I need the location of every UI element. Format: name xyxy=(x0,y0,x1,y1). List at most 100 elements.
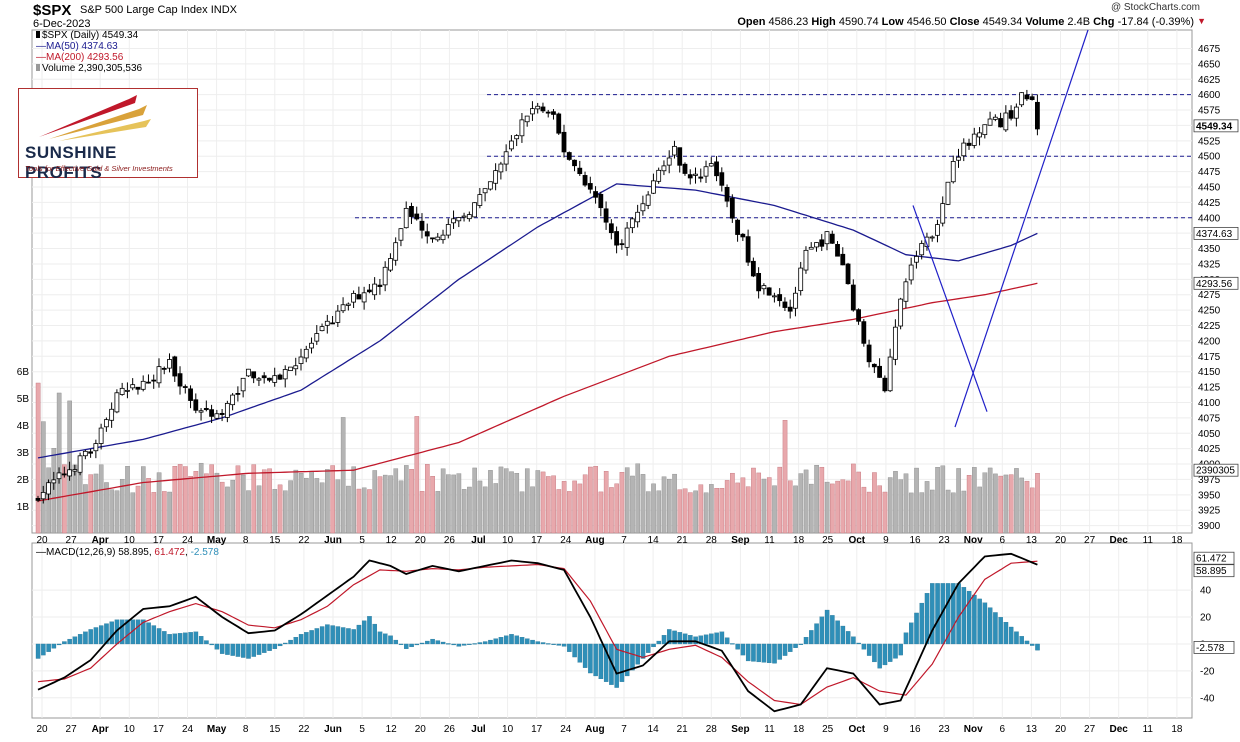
x-tick-label: 18 xyxy=(1171,724,1183,735)
candle-body xyxy=(414,213,420,220)
candle-body xyxy=(382,266,388,286)
volume-bar xyxy=(614,483,619,534)
volume-bar xyxy=(840,479,846,534)
low-label: Low xyxy=(881,16,904,28)
macd-histogram-bar xyxy=(351,629,356,645)
candle-body xyxy=(172,356,178,377)
volume-bar xyxy=(651,483,656,534)
volume-bar xyxy=(987,467,993,534)
volume-bar xyxy=(56,392,62,534)
volume-bar xyxy=(156,472,162,534)
candle-body xyxy=(672,145,677,156)
macd-histogram-bar xyxy=(162,631,167,645)
x-tick-label: 22 xyxy=(298,724,310,735)
candle-body xyxy=(540,106,546,112)
price-panel-border xyxy=(31,29,1193,534)
macd-histogram-bar xyxy=(283,642,288,645)
macd-histogram-bar xyxy=(567,643,572,652)
candle-body xyxy=(161,367,167,370)
macd-histogram-bar xyxy=(630,643,635,671)
candle-body xyxy=(267,377,272,381)
y-tick-label: 3950 xyxy=(1198,490,1221,501)
volume-bar xyxy=(509,471,514,534)
volume-bar xyxy=(325,469,330,534)
volume-bar xyxy=(177,464,183,534)
volume-bar xyxy=(709,484,714,534)
x-tick-label: 10 xyxy=(502,535,514,546)
candle-body xyxy=(72,469,78,472)
source-credit[interactable]: @ StockCharts.com xyxy=(1110,2,1200,13)
close-label: Close xyxy=(949,16,980,28)
volume-bar xyxy=(109,489,115,534)
candle-body xyxy=(151,379,157,382)
volume-bar xyxy=(724,480,730,534)
volume-bar xyxy=(635,463,641,534)
x-tick-label: 5 xyxy=(359,724,365,735)
candle-body xyxy=(398,228,404,241)
volume-bar xyxy=(356,488,362,534)
macd-tag-box xyxy=(1193,641,1235,654)
volume-bar xyxy=(151,492,157,534)
macd-histogram-bar xyxy=(619,643,625,682)
candle-body xyxy=(798,267,804,292)
x-tick-label: 17 xyxy=(153,724,165,735)
candle-body xyxy=(487,181,493,190)
y-tick-label: 4175 xyxy=(1198,352,1221,363)
candle-body xyxy=(345,303,351,306)
macd-histogram-bar xyxy=(125,619,130,645)
x-tick-label: 18 xyxy=(793,535,805,546)
volume-bar xyxy=(945,489,951,534)
macd-histogram-bar xyxy=(614,643,619,688)
y-tick-label: 4075 xyxy=(1198,413,1221,424)
candle-body xyxy=(109,408,115,421)
volume-bar xyxy=(703,492,709,534)
x-tick-label: 17 xyxy=(531,535,543,546)
macd-histogram-bar xyxy=(93,627,99,645)
candle-body xyxy=(1024,94,1030,100)
x-tick-label: 20 xyxy=(415,535,427,546)
macd-histogram-bar xyxy=(188,632,193,645)
volume-bar xyxy=(277,484,283,534)
macd-histogram-bar xyxy=(756,643,761,663)
volume-bar xyxy=(240,474,246,534)
candle-body xyxy=(966,142,972,146)
candle-body xyxy=(924,236,930,247)
volume-bar xyxy=(382,474,388,534)
macd-histogram-bar xyxy=(330,625,335,645)
x-tick-label: 24 xyxy=(182,535,194,546)
x-tick-label: 16 xyxy=(909,724,921,735)
macd-histogram-bar xyxy=(46,643,51,652)
candle-body xyxy=(961,142,967,157)
macd-tick-label: -40 xyxy=(1200,693,1215,704)
volume-bar xyxy=(824,481,830,534)
volume-bar xyxy=(640,474,646,534)
down-triangle-icon: ▼ xyxy=(1197,16,1206,26)
macd-histogram-bar xyxy=(667,629,672,645)
candle-body xyxy=(666,157,672,166)
legend-macd-hist: -2.578 xyxy=(190,547,219,558)
volume-bar xyxy=(682,488,688,534)
y-tick-label: 4350 xyxy=(1198,244,1221,255)
price-tag-text: 4374.63 xyxy=(1196,229,1233,240)
candle-body xyxy=(777,294,783,302)
x-tick-label: Oct xyxy=(848,724,865,735)
volume-bar xyxy=(482,486,488,534)
y-tick-label: 4125 xyxy=(1198,383,1221,394)
candle-body xyxy=(1008,110,1014,119)
x-tick-label: 20 xyxy=(1055,535,1067,546)
volume-bar xyxy=(693,490,698,534)
volume-bar xyxy=(493,483,499,534)
macd-histogram-bar xyxy=(503,635,509,645)
candle-body xyxy=(245,368,251,377)
volume-bar xyxy=(698,484,704,534)
macd-histogram-bar xyxy=(493,638,498,645)
x-tick-label: 10 xyxy=(124,724,136,735)
volume-bar xyxy=(777,466,783,534)
x-tick-label: 24 xyxy=(182,724,194,735)
x-tick-label: Dec xyxy=(1110,535,1129,546)
macd-histogram-bar xyxy=(230,643,235,656)
legend-ma200-text: MA(200) 4293.56 xyxy=(46,52,124,63)
macd-histogram-bar xyxy=(498,637,504,645)
logo-tagline: Tools for Effective Gold & Silver Invest… xyxy=(25,164,173,173)
macd-histogram-bar xyxy=(1035,643,1040,651)
